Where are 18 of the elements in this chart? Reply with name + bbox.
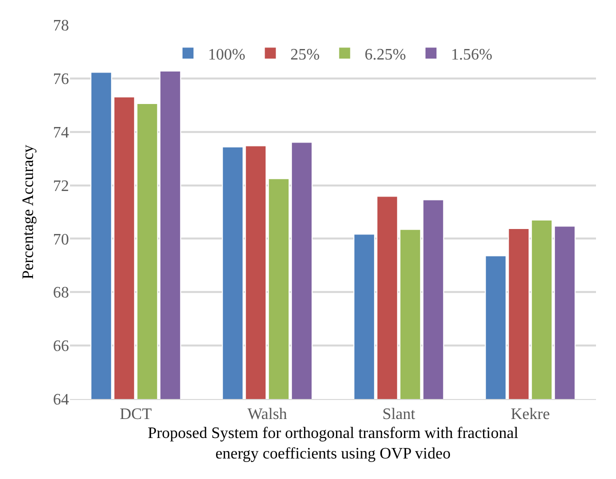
y-tick-label: 68 bbox=[53, 284, 69, 302]
y-axis-title: Percentage Accuracy bbox=[20, 144, 37, 280]
legend-label: 25% bbox=[290, 46, 320, 64]
y-tick-label: 70 bbox=[53, 231, 69, 248]
y-tick-label: 66 bbox=[53, 338, 69, 356]
legend-label: 1.56% bbox=[450, 46, 492, 64]
x-tick-label: DCT bbox=[120, 406, 152, 424]
y-tick-label: 78 bbox=[53, 18, 69, 35]
y-tick-label: 64 bbox=[53, 392, 69, 409]
legend-label: 6.25% bbox=[364, 46, 406, 64]
x-tick-label: Walsh bbox=[247, 406, 288, 424]
y-tick-label: 72 bbox=[53, 178, 69, 195]
legend-label: 100% bbox=[208, 46, 246, 64]
y-tick-label: 74 bbox=[53, 124, 69, 142]
x-tick-label: Slant bbox=[382, 406, 416, 424]
x-axis-title: Proposed System for orthogonal transform with fractional energy coefficients using OVP video bbox=[148, 424, 519, 463]
x-tick-label: Kekre bbox=[510, 406, 550, 424]
y-tick-label: 76 bbox=[53, 71, 69, 88]
